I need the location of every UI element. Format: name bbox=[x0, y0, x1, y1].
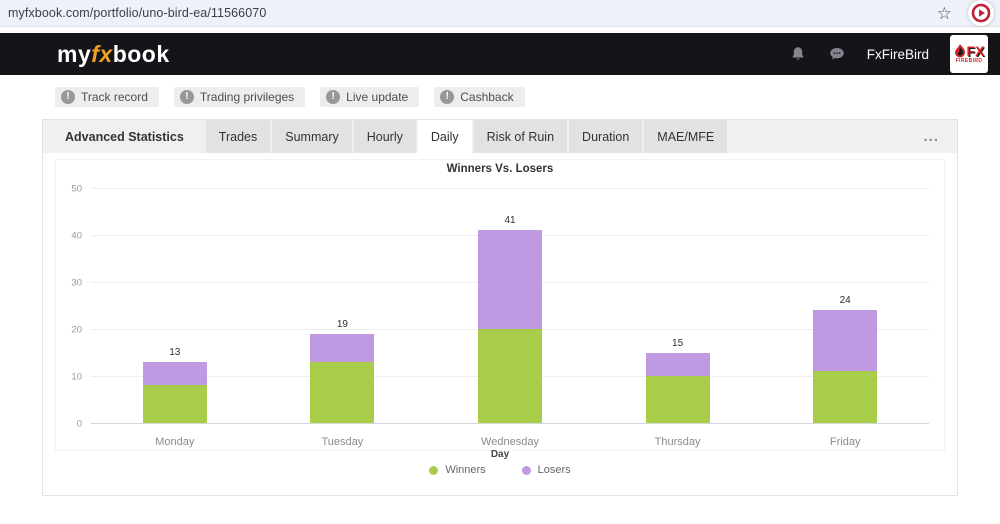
bar-segment-winners-wednesday[interactable] bbox=[478, 329, 542, 423]
legend-item-losers[interactable]: Losers bbox=[521, 464, 571, 476]
account-name[interactable]: FxFireBird bbox=[866, 46, 929, 62]
legend-dot-icon bbox=[429, 465, 439, 475]
bar-total-label: 19 bbox=[336, 318, 348, 330]
y-axis-tick-label: 10 bbox=[71, 371, 82, 383]
chart-legend: Winners Losers bbox=[43, 464, 957, 476]
bar-wednesday[interactable] bbox=[478, 230, 542, 423]
exclamation-icon: ! bbox=[179, 90, 194, 104]
browser-url-bar[interactable]: myfxbook.com/portfolio/uno-bird-ea/11566… bbox=[0, 0, 1000, 27]
exclamation-icon: ! bbox=[61, 90, 75, 104]
legend-dot-icon bbox=[521, 465, 531, 475]
x-axis-title: Day bbox=[490, 449, 510, 460]
badge-trading-privileges[interactable]: ! Trading privileges bbox=[173, 87, 306, 107]
brand-fx-text: FX bbox=[966, 43, 985, 59]
bookmark-star-icon[interactable]: ☆ bbox=[936, 3, 952, 23]
logo-part-fx: fx bbox=[91, 40, 113, 67]
bar-segment-winners-friday[interactable] bbox=[813, 371, 878, 423]
tab-mae-mfe[interactable]: MAE/MFE bbox=[644, 120, 728, 153]
bar-total-label: 24 bbox=[839, 295, 851, 307]
url-text[interactable]: myfxbook.com/portfolio/uno-bird-ea/11566… bbox=[8, 6, 267, 20]
bar-segment-winners-monday[interactable] bbox=[142, 385, 207, 423]
stats-panel: Advanced Statistics Trades Summary Hourl… bbox=[42, 119, 958, 496]
x-axis-category-label: Monday bbox=[155, 436, 195, 448]
x-axis-line bbox=[91, 423, 929, 424]
legend-label: Winners bbox=[445, 464, 486, 476]
exclamation-icon: ! bbox=[440, 90, 455, 104]
y-axis-tick-label: 20 bbox=[71, 324, 82, 336]
tab-risk-of-ruin[interactable]: Risk of Ruin bbox=[473, 120, 568, 153]
chart-title: Winners Vs. Losers bbox=[446, 163, 554, 175]
chart-frame bbox=[55, 159, 945, 451]
chart-area: Winners Vs. Losers 0 10 20 30 40 50 13 Monday 19… bbox=[43, 153, 957, 495]
x-axis-category-label: Friday bbox=[829, 436, 861, 448]
notifications-bell-icon[interactable] bbox=[789, 45, 807, 63]
flame-bird-icon bbox=[954, 44, 965, 58]
plot-area: 0 10 20 30 40 50 13 Monday 19 Tuesday 41 Wednesday 1… bbox=[71, 184, 929, 448]
messages-chat-icon[interactable] bbox=[828, 45, 846, 63]
exclamation-icon: ! bbox=[326, 90, 341, 104]
logo-part-book: book bbox=[112, 40, 170, 67]
x-axis-category-label: Thursday bbox=[654, 436, 701, 448]
tab-duration[interactable]: Duration bbox=[569, 120, 643, 153]
tab-summary[interactable]: Summary bbox=[272, 120, 352, 153]
tab-advanced-statistics[interactable]: Advanced Statistics bbox=[65, 129, 184, 144]
red-play-circle-icon bbox=[971, 3, 991, 23]
bar-segment-winners-thursday[interactable] bbox=[645, 376, 710, 423]
y-axis-tick-label: 40 bbox=[71, 230, 82, 242]
y-axis-tick-label: 50 bbox=[71, 183, 82, 195]
tab-hourly[interactable]: Hourly bbox=[353, 120, 416, 153]
bar-segment-losers-wednesday[interactable] bbox=[478, 230, 542, 329]
more-options-icon[interactable]: ... bbox=[923, 127, 939, 145]
bar-segment-losers-friday[interactable] bbox=[813, 310, 878, 372]
bar-total-label: 13 bbox=[169, 346, 181, 358]
x-axis-category-label: Tuesday bbox=[321, 436, 364, 448]
bar-total-label: 15 bbox=[672, 337, 684, 349]
badge-label: Cashback bbox=[460, 90, 514, 104]
fxfirebird-brand-logo[interactable]: FX FIREBIRD bbox=[950, 35, 988, 73]
myfxbook-logo[interactable]: myfxbook bbox=[57, 41, 170, 68]
y-axis-tick-label: 0 bbox=[76, 418, 82, 430]
bar-total-label: 41 bbox=[504, 215, 516, 227]
x-axis-category-label: Wednesday bbox=[481, 436, 539, 448]
bar-segment-losers-thursday[interactable] bbox=[645, 352, 710, 376]
legend-label: Losers bbox=[537, 464, 571, 476]
tab-bar: Advanced Statistics Trades Summary Hourl… bbox=[43, 120, 957, 153]
site-header: myfxbook FxFireBird FX FIREBIRD bbox=[0, 33, 1000, 75]
tab-trades[interactable]: Trades bbox=[205, 120, 271, 153]
bar-tuesday[interactable] bbox=[310, 333, 375, 423]
y-axis-tick-label: 30 bbox=[71, 277, 82, 289]
bar-segment-winners-tuesday[interactable] bbox=[310, 361, 375, 423]
badge-track-record[interactable]: ! Track record bbox=[55, 87, 159, 107]
badge-live-update[interactable]: ! Live update bbox=[320, 87, 420, 107]
legend-item-winners[interactable]: Winners bbox=[429, 464, 486, 476]
bar-thursday[interactable] bbox=[645, 352, 710, 423]
tab-daily[interactable]: Daily bbox=[417, 120, 472, 153]
bar-segment-losers-monday[interactable] bbox=[142, 361, 207, 386]
brand-firebird-text: FIREBIRD bbox=[955, 58, 983, 64]
badges-row: ! Track record ! Trading privileges ! Li… bbox=[55, 87, 1000, 107]
badge-label: Live update bbox=[346, 90, 409, 104]
bar-segment-losers-tuesday[interactable] bbox=[310, 333, 375, 362]
bar-friday[interactable] bbox=[813, 310, 878, 423]
gridline bbox=[91, 188, 929, 189]
logo-part-my: my bbox=[57, 40, 92, 67]
bar-monday[interactable] bbox=[142, 361, 207, 423]
badge-cashback[interactable]: ! Cashback bbox=[434, 87, 525, 107]
browser-extension-icon[interactable] bbox=[968, 0, 994, 26]
badge-label: Track record bbox=[81, 90, 148, 104]
badge-label: Trading privileges bbox=[199, 90, 295, 104]
